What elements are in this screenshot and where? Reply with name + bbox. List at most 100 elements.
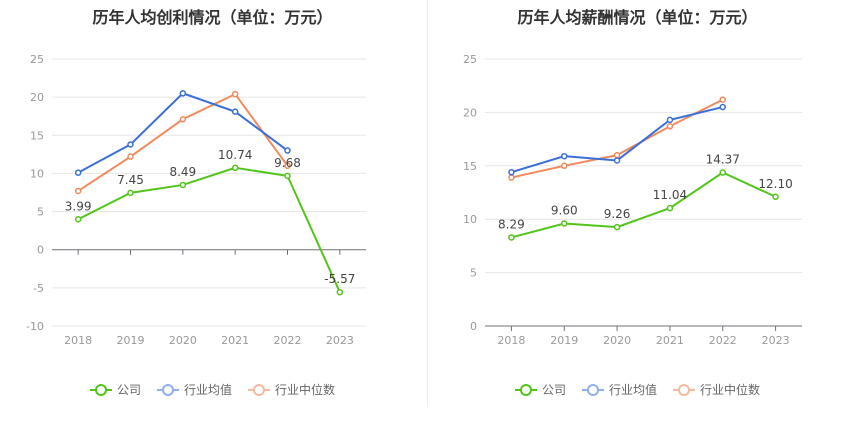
- x-tick-label: 2018: [64, 334, 92, 347]
- legend-industry-median-icon: [248, 383, 270, 396]
- data-point: [613, 157, 621, 164]
- legend-item-industry-avg[interactable]: 行业均值: [581, 381, 657, 398]
- legend-industry-avg-icon: [581, 383, 604, 396]
- profit-chart-legend: 公司 行业均值 行业中位数: [0, 381, 425, 398]
- y-tick-label: 0: [37, 244, 44, 257]
- profit-chart-title: 历年人均创利情况（单位：万元）: [92, 8, 333, 27]
- legend-industry-median-icon: [673, 383, 695, 396]
- legend-item-industry-median[interactable]: 行业中位数: [248, 381, 335, 398]
- data-point: [231, 164, 239, 172]
- data-label: 3.99: [65, 199, 92, 213]
- legend-company-label: 公司: [541, 383, 566, 397]
- data-label: 12.10: [758, 177, 792, 191]
- legend-industry-median-label: 行业中位数: [700, 383, 761, 397]
- y-tick-label: 20: [463, 106, 477, 119]
- y-tick-label: 20: [30, 91, 44, 104]
- x-tick-label: 2022: [709, 334, 737, 347]
- x-tick-label: 2020: [603, 334, 631, 347]
- data-label: 14.37: [706, 153, 740, 167]
- data-label: 9.26: [604, 207, 631, 221]
- data-label: -5.57: [324, 272, 355, 286]
- data-point: [179, 116, 187, 123]
- legend-item-company[interactable]: 公司: [89, 381, 141, 398]
- legend-industry-avg-icon: [156, 383, 179, 396]
- x-tick-label: 2021: [656, 334, 684, 347]
- data-point: [666, 123, 674, 130]
- data-point: [613, 223, 621, 231]
- x-tick-label: 2022: [274, 334, 302, 347]
- data-point: [561, 162, 568, 170]
- legend-item-company[interactable]: 公司: [514, 381, 566, 398]
- data-point: [284, 162, 291, 170]
- legend-company-icon: [514, 383, 537, 396]
- data-label: 11.04: [653, 188, 687, 202]
- x-tick-label: 2021: [221, 334, 249, 347]
- data-point: [231, 90, 239, 98]
- legend-industry-avg-label: 行业均值: [608, 383, 657, 397]
- series-line-1: [77, 92, 289, 174]
- data-point: [561, 152, 568, 160]
- data-point: [179, 181, 187, 189]
- data-point: [74, 169, 82, 176]
- legend-industry-avg-label: 行业均值: [183, 383, 232, 397]
- x-tick-label: 2018: [497, 334, 525, 347]
- x-tick-label: 2020: [169, 334, 197, 347]
- series-line-0: [77, 166, 341, 293]
- y-tick-label: -5: [33, 282, 44, 295]
- y-tick-label: 5: [37, 206, 44, 219]
- data-point: [508, 234, 515, 241]
- series-line-0: [511, 171, 777, 239]
- data-point: [508, 168, 515, 176]
- y-tick-label: 0: [470, 320, 477, 333]
- data-point: [127, 141, 134, 148]
- y-tick-label: 5: [470, 267, 477, 280]
- data-label: 8.29: [498, 217, 525, 231]
- data-label: 8.49: [169, 165, 196, 179]
- data-point: [284, 172, 291, 180]
- y-tick-label: 25: [463, 53, 477, 66]
- data-point: [508, 174, 515, 181]
- salary-chart-panel: 历年人均薪酬情况（单位：万元） 0 5 10 15 20 25 2018 2019 2020 20…: [425, 0, 850, 437]
- legend-company-icon: [89, 383, 112, 396]
- data-point: [127, 189, 134, 197]
- data-point: [336, 288, 344, 296]
- data-point: [127, 153, 134, 160]
- x-tick-label: 2023: [762, 334, 790, 347]
- salary-chart-title: 历年人均薪酬情况（单位：万元）: [517, 8, 758, 27]
- data-point: [284, 147, 291, 154]
- data-label: 9.68: [274, 156, 301, 170]
- data-point: [561, 220, 568, 227]
- y-tick-label: -10: [26, 320, 44, 333]
- data-point: [666, 116, 674, 124]
- data-label: 9.60: [551, 203, 578, 217]
- legend-item-industry-median[interactable]: 行业中位数: [673, 381, 760, 398]
- data-point: [613, 151, 621, 159]
- data-point: [179, 90, 187, 97]
- legend-company-label: 公司: [116, 383, 141, 397]
- panel-divider: [427, 0, 428, 407]
- profit-chart-panel: 历年人均创利情况（单位：万元） -10 -5 0 5 10 15 20 25 2018 2019 2…: [0, 8, 425, 398]
- x-tick-label: 2019: [550, 334, 578, 347]
- y-tick-label: 10: [30, 167, 44, 180]
- legend-industry-median-label: 行业中位数: [275, 383, 336, 397]
- data-point: [719, 96, 726, 103]
- x-tick-label: 2023: [326, 334, 354, 347]
- x-tick-label: 2019: [117, 334, 145, 347]
- y-tick-label: 25: [30, 53, 44, 66]
- data-point: [74, 187, 82, 195]
- data-point: [74, 216, 82, 223]
- salary-chart-legend: 公司 行业均值 行业中位数: [425, 381, 850, 398]
- data-point: [772, 193, 779, 201]
- data-point: [231, 108, 239, 115]
- y-tick-label: 15: [463, 160, 477, 173]
- profit-chart-svg: -10 -5 0 5 10 15 20 25 2018 2019 2020 2021 2022 2023 3…: [26, 53, 366, 347]
- y-tick-label: 10: [463, 213, 477, 226]
- salary-chart-svg: 0 5 10 15 20 25 2018 2019 2020 2021 2022 2023 8.29 9.…: [463, 53, 802, 347]
- data-label: 7.45: [117, 173, 144, 187]
- legend-item-industry-avg[interactable]: 行业均值: [156, 381, 232, 398]
- data-point: [719, 169, 726, 176]
- y-tick-label: 15: [30, 129, 44, 142]
- data-point: [719, 103, 726, 111]
- data-label: 10.74: [218, 148, 252, 162]
- data-point: [666, 204, 674, 212]
